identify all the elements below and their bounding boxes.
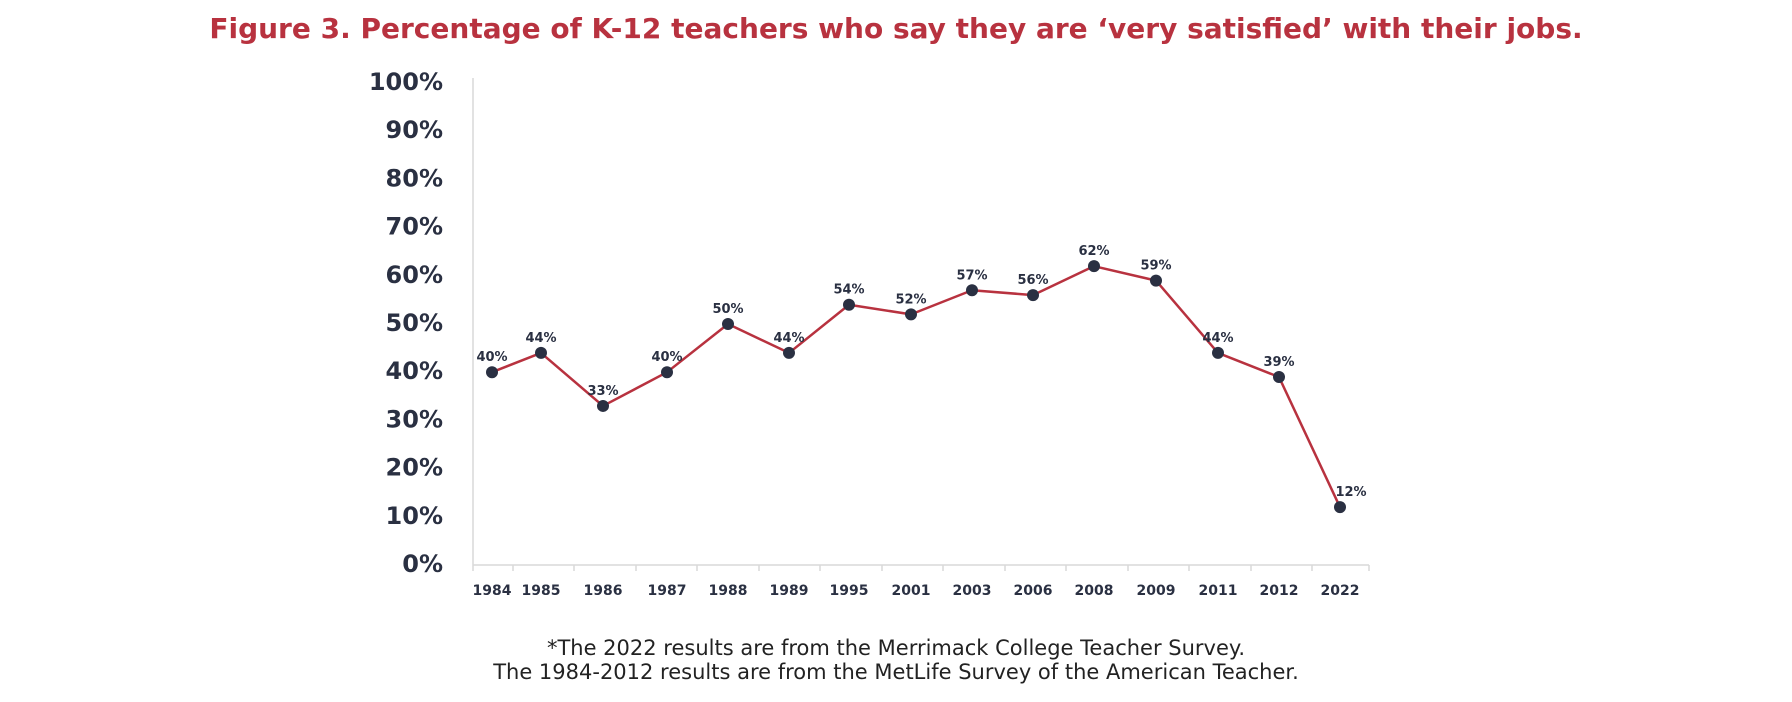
data-markers: [486, 260, 1346, 514]
x-tick-label: 1987: [648, 583, 687, 599]
y-tick-label: 100%: [369, 68, 443, 96]
data-point-marker: [783, 346, 795, 359]
chart-axes: [472, 78, 1369, 566]
x-tick-label: 1988: [709, 583, 748, 599]
data-label: 44%: [1202, 331, 1233, 346]
y-tick-label: 10%: [386, 502, 443, 530]
y-tick-label: 50%: [386, 309, 443, 337]
data-point-marker: [1273, 371, 1285, 384]
data-label: 62%: [1078, 244, 1109, 259]
data-point-marker: [1027, 289, 1039, 302]
data-point-marker: [843, 298, 855, 311]
y-tick-label: 70%: [386, 213, 443, 241]
y-tick-label: 0%: [402, 550, 443, 578]
x-tick-label: 2009: [1137, 583, 1176, 599]
x-tick-label: 2011: [1199, 583, 1238, 599]
x-tick-label: 1985: [522, 583, 561, 599]
chart-title: Figure 3. Percentage of K-12 teachers wh…: [209, 12, 1583, 45]
y-tick-label: 90%: [386, 116, 443, 144]
data-point-marker: [486, 366, 498, 379]
data-label: 50%: [712, 302, 743, 317]
data-point-marker: [1088, 260, 1100, 273]
y-tick-label: 20%: [386, 454, 443, 482]
data-point-marker: [1150, 274, 1162, 287]
x-tick-label: 2001: [892, 583, 931, 599]
x-tick-label: 2006: [1014, 583, 1053, 599]
data-point-marker: [1212, 346, 1224, 359]
x-tick-label: 1995: [830, 583, 869, 599]
x-tick-labels: 1984 1985 1986 1987 1988 1989 1995 2001 2003 2006…: [473, 583, 1360, 599]
data-point-marker: [661, 366, 673, 379]
y-tick-labels: 0% 10% 20% 30% 40% 50% 60% 70% 80% 90% 100%: [369, 68, 443, 578]
data-label: 54%: [833, 283, 864, 298]
x-tick-label: 1989: [770, 583, 809, 599]
x-tick-label: 1986: [584, 583, 623, 599]
x-tick-marks: [472, 565, 1370, 571]
x-tick-label: 1984: [473, 583, 512, 599]
x-tick-label: 2008: [1075, 583, 1114, 599]
data-label: 40%: [476, 350, 507, 365]
y-tick-label: 40%: [386, 357, 443, 385]
data-label: 59%: [1140, 259, 1171, 274]
data-label: 33%: [587, 384, 618, 399]
y-tick-label: 60%: [386, 261, 443, 289]
data-point-marker: [535, 346, 547, 359]
data-label: 12%: [1335, 485, 1366, 500]
data-point-marker: [1334, 501, 1346, 514]
data-labels: 40% 44% 33% 40% 50% 44% 54% 52% 57% 56% 62% 59% 44% 3…: [476, 244, 1366, 500]
data-label: 56%: [1017, 273, 1048, 288]
data-label: 52%: [895, 292, 926, 307]
data-point-marker: [905, 308, 917, 321]
y-tick-label: 80%: [386, 164, 443, 192]
data-label: 44%: [773, 331, 804, 346]
footnote-source-2022: *The 2022 results are from the Merrimack…: [546, 636, 1246, 660]
data-label: 39%: [1263, 355, 1294, 370]
y-tick-label: 30%: [386, 405, 443, 433]
x-tick-label: 2003: [953, 583, 992, 599]
data-label: 40%: [651, 350, 682, 365]
data-label: 44%: [525, 331, 556, 346]
footnote-source-1984-2012: The 1984-2012 results are from the MetLi…: [493, 660, 1299, 684]
x-tick-label: 2022: [1321, 583, 1360, 599]
x-tick-label: 2012: [1260, 583, 1299, 599]
data-label: 57%: [956, 268, 987, 283]
data-point-marker: [597, 399, 609, 412]
data-point-marker: [966, 284, 978, 297]
data-point-marker: [722, 318, 734, 330]
